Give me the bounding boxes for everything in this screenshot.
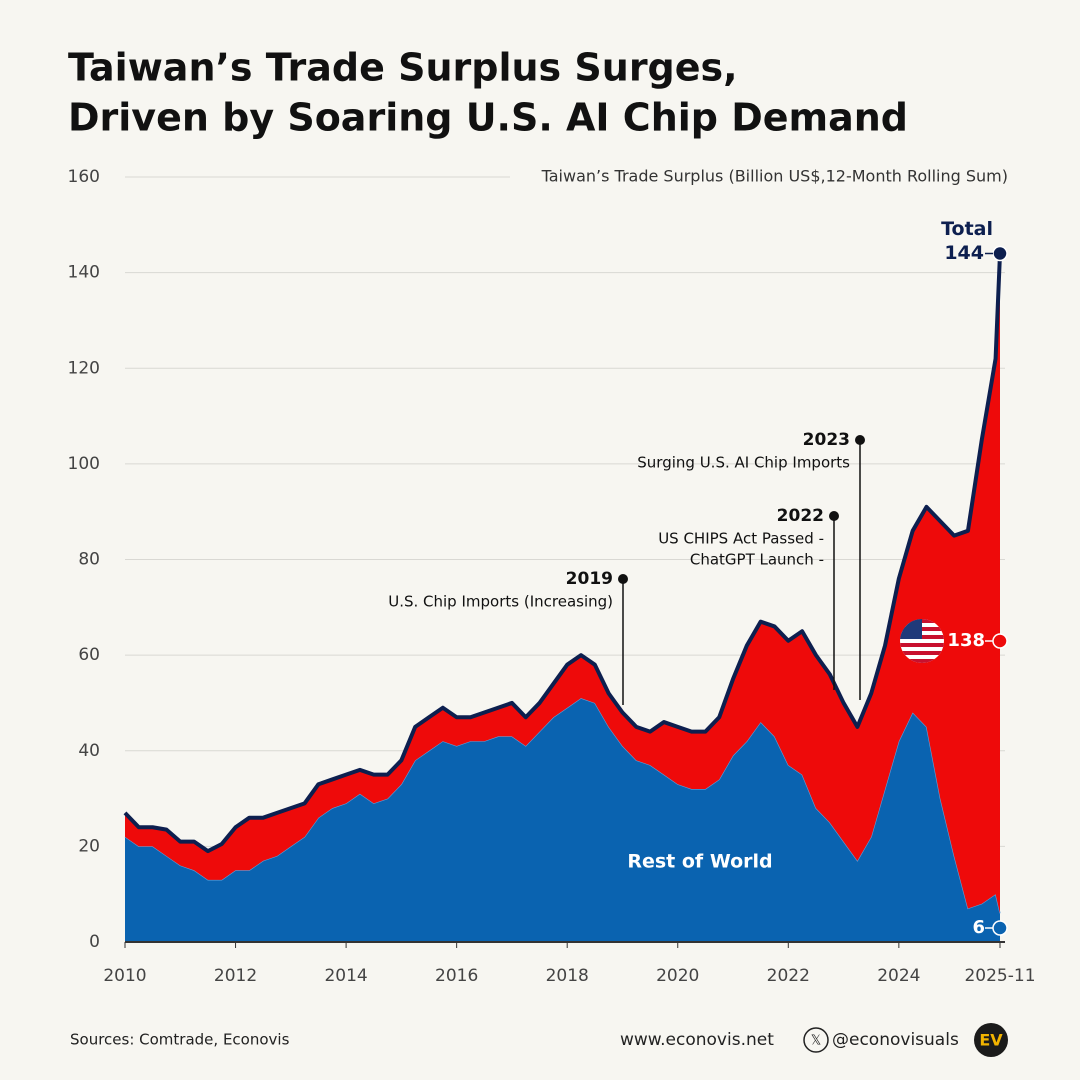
x-tick-label: 2018	[546, 966, 589, 986]
x-icon	[803, 1027, 829, 1053]
series-label: Rest of World	[627, 851, 772, 873]
total-dot	[992, 245, 1008, 262]
end-label: 6	[972, 917, 985, 938]
website: www.econovis.net	[620, 1030, 774, 1050]
x-tick-label: 2022	[767, 966, 810, 986]
x-tick-label: 2025-11	[964, 966, 1035, 986]
end-dot	[992, 633, 1008, 649]
overlay: 2010 2012 2014 2016 2018 2020 2022 2024 2025-11 R…	[103, 218, 1035, 986]
annotation-dot	[618, 574, 628, 584]
x-icon-glyph: 𝕏	[811, 1034, 821, 1049]
annotation-text: Surging U.S. AI Chip Imports	[637, 454, 850, 472]
annotation-text: U.S. Chip Imports (Increasing)	[388, 593, 613, 611]
total-value: 144	[944, 242, 984, 264]
y-tick-label: 160	[68, 167, 100, 187]
annotation-dot	[829, 511, 839, 521]
y-tick-label: 20	[78, 836, 100, 856]
end-dot	[992, 920, 1008, 936]
total-title: Total	[941, 218, 993, 240]
annotation-year: 2022	[777, 506, 824, 526]
plot	[123, 253, 1002, 942]
total-line	[123, 253, 1002, 854]
chart-title: Taiwan’s Trade Surplus Surges,	[68, 46, 738, 90]
chart-title: Driven by Soaring U.S. AI Chip Demand	[68, 96, 908, 140]
y-tick-label: 60	[78, 645, 100, 665]
x-tick-label: 2010	[103, 966, 146, 986]
x-tick-label: 2020	[656, 966, 699, 986]
logo-badge	[974, 1023, 1008, 1057]
annotation-text: ChatGPT Launch -	[690, 551, 824, 569]
y-tick-label: 80	[78, 550, 100, 570]
annotation-text: US CHIPS Act Passed -	[658, 530, 824, 548]
area	[125, 698, 1000, 942]
y-tick-label: 40	[78, 741, 100, 761]
y-tick-label: 120	[68, 358, 100, 378]
end-label: 138	[947, 630, 985, 651]
annotation-year: 2019	[566, 569, 613, 589]
annotation-dot	[855, 435, 865, 445]
annotation-year: 2023	[803, 430, 850, 450]
y-tick-label: 100	[68, 454, 100, 474]
x-tick-label: 2014	[324, 966, 367, 986]
x-tick-label: 2024	[877, 966, 920, 986]
y-tick-label: 140	[68, 263, 100, 283]
x-tick-label: 2012	[214, 966, 257, 986]
x-tick-label: 2016	[435, 966, 478, 986]
us-flag-icon	[900, 619, 944, 663]
area	[125, 253, 1000, 914]
handle: @econovisuals	[832, 1030, 959, 1050]
subtitle: Taiwan’s Trade Surplus (Billion US$,12-M…	[541, 167, 1008, 186]
logo: EV	[979, 1031, 1003, 1050]
y-tick-label: 0	[89, 932, 100, 952]
sources: Sources: Comtrade, Econovis	[70, 1031, 290, 1049]
